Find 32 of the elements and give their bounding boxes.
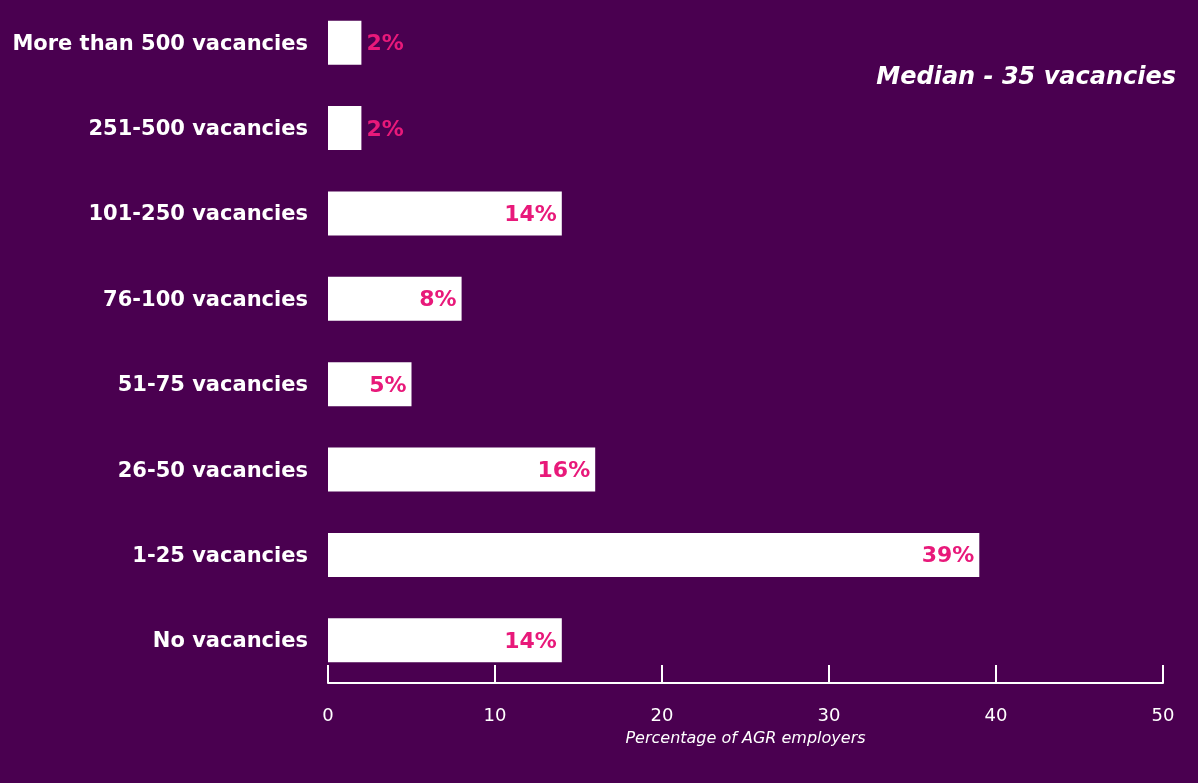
x-tick-label: 20 — [650, 703, 674, 725]
bar — [328, 106, 362, 151]
data-label: 2% — [366, 115, 404, 141]
y-tick-label: 76-100 vacancies — [103, 286, 308, 311]
data-label: 8% — [419, 286, 457, 312]
annotation: Median - 35 vacancies — [876, 62, 1176, 90]
x-tick-label: 10 — [483, 703, 507, 725]
bar — [328, 276, 462, 321]
x-tick-label: 30 — [817, 703, 841, 725]
data-label: 5% — [369, 371, 407, 397]
x-tick-label: 50 — [1151, 703, 1175, 725]
y-tick-label: 26-50 vacancies — [117, 457, 308, 482]
y-tick-label: More than 500 vacancies — [12, 30, 308, 55]
data-label: 14% — [504, 627, 557, 653]
data-label: 16% — [537, 457, 591, 483]
bar — [328, 447, 596, 492]
bar — [328, 191, 562, 236]
data-label: 39% — [921, 542, 975, 568]
bar — [328, 618, 562, 663]
bar — [328, 362, 412, 407]
y-tick-label: 251-500 vacancies — [88, 116, 308, 141]
bar — [328, 20, 362, 65]
y-tick-label: 1-25 vacancies — [132, 542, 308, 567]
y-tick-label: 51-75 vacancies — [117, 372, 308, 397]
y-tick-label: 101-250 vacancies — [88, 201, 308, 226]
x-axis-title: Percentage of AGR employers — [625, 727, 866, 747]
y-tick-label: No vacancies — [152, 628, 308, 653]
x-tick-label: 40 — [984, 703, 1008, 725]
data-label: 14% — [504, 200, 557, 226]
data-label: 2% — [366, 30, 404, 56]
x-tick-label: 0 — [322, 703, 334, 725]
bar — [328, 532, 980, 577]
